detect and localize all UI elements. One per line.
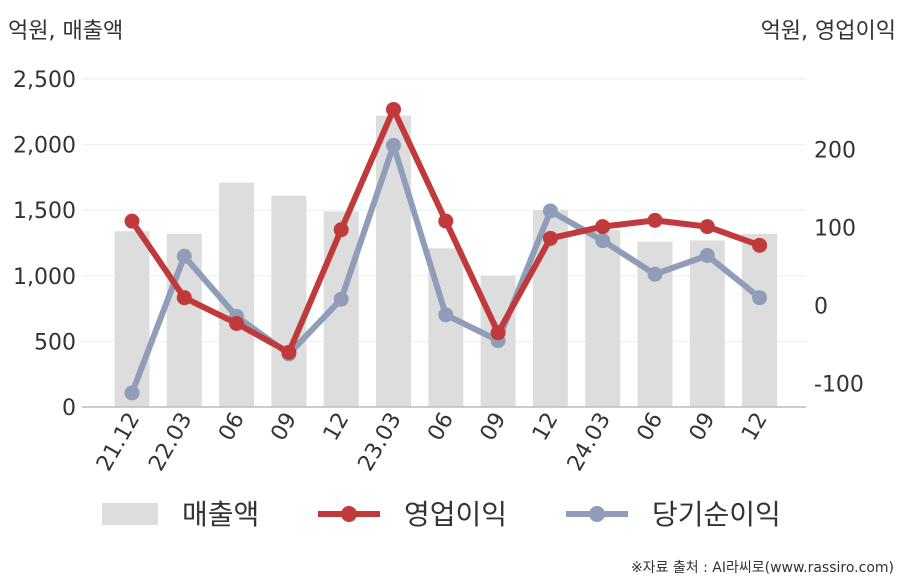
- net-income-point: [386, 137, 401, 153]
- x-tick-label: 06: [214, 409, 250, 446]
- legend-marker-net-income: [589, 506, 605, 522]
- x-axis-ticks: 21.12 22.03 06 09 12 23.03 06 09 12 24.03 06 09 12: [92, 408, 773, 475]
- x-tick-label: 12: [737, 409, 773, 446]
- x-tick-label: 23.03: [354, 409, 407, 476]
- left-tick-label: 2,500: [13, 68, 76, 93]
- revenue-bar: [585, 229, 621, 407]
- left-tick-label: 1,000: [13, 265, 76, 290]
- net-income-point: [438, 307, 454, 323]
- left-tick-label: 2,000: [13, 134, 76, 159]
- x-tick-label: 12: [528, 409, 564, 446]
- legend-swatch-revenue: [102, 503, 158, 525]
- revenue-bar: [219, 182, 255, 407]
- x-tick-label: 06: [423, 409, 459, 446]
- net-income-point: [124, 385, 140, 401]
- operating-profit-point: [752, 237, 768, 253]
- net-income-point: [333, 291, 349, 307]
- operating-profit-point: [386, 101, 401, 117]
- right-unit-label: 억원, 영업이익: [761, 19, 896, 44]
- right-axis-ticks: -100 0 100 200: [814, 138, 864, 397]
- left-tick-label: 1,500: [13, 199, 76, 224]
- net-income-point: [699, 247, 715, 263]
- x-tick-label: 24.03: [563, 409, 616, 476]
- right-tick-label: 0: [814, 294, 828, 319]
- operating-profit-point: [124, 213, 140, 229]
- operating-profit-point: [176, 290, 192, 306]
- net-income-point: [542, 203, 558, 219]
- net-income-point: [176, 248, 192, 264]
- operating-profit-point: [699, 219, 715, 235]
- left-axis-ticks: 0 500 1,000 1,500 2,000 2,500: [13, 68, 76, 421]
- legend-label-revenue: 매출액: [182, 498, 259, 531]
- x-tick-label: 09: [266, 409, 302, 446]
- legend-marker-operating-profit: [341, 506, 357, 522]
- x-tick-label: 12: [319, 409, 355, 446]
- x-tick-label: 06: [633, 409, 669, 446]
- revenue-bar: [376, 115, 411, 408]
- revenue-bar: [114, 231, 150, 407]
- legend: 매출액 영업이익 당기순이익: [102, 498, 781, 531]
- net-income-point: [752, 290, 768, 306]
- x-tick-label: 09: [685, 409, 721, 446]
- revenue-bar: [271, 195, 307, 407]
- operating-profit-point: [281, 344, 297, 360]
- legend-label-net-income: 당기순이익: [652, 498, 781, 531]
- net-income-point: [595, 233, 611, 249]
- x-tick-label: 09: [476, 408, 512, 445]
- operating-profit-point: [333, 222, 349, 238]
- legend-label-operating-profit: 영업이익: [404, 498, 507, 531]
- operating-profit-point: [229, 315, 245, 331]
- operating-profit-point: [595, 219, 611, 235]
- operating-profit-point: [438, 213, 454, 229]
- operating-profit-point: [490, 325, 506, 341]
- operating-profit-point: [542, 230, 558, 246]
- net-income-point: [647, 266, 663, 282]
- source-note: ※자료 출처 : AI라씨로(www.rassiro.com): [631, 560, 894, 576]
- revenue-bars: [114, 115, 778, 408]
- x-tick-label: 22.03: [144, 409, 197, 476]
- operating-profit-point: [647, 212, 663, 228]
- x-tick-label: 21.12: [92, 409, 145, 476]
- left-tick-label: 500: [34, 330, 76, 355]
- right-tick-label: 200: [814, 138, 856, 163]
- left-tick-label: 0: [62, 396, 76, 421]
- right-tick-label: -100: [814, 373, 864, 398]
- revenue-bar: [742, 233, 778, 407]
- right-tick-label: 100: [814, 216, 856, 241]
- profit-lines: [124, 101, 768, 401]
- left-unit-label: 억원, 매출액: [8, 19, 123, 44]
